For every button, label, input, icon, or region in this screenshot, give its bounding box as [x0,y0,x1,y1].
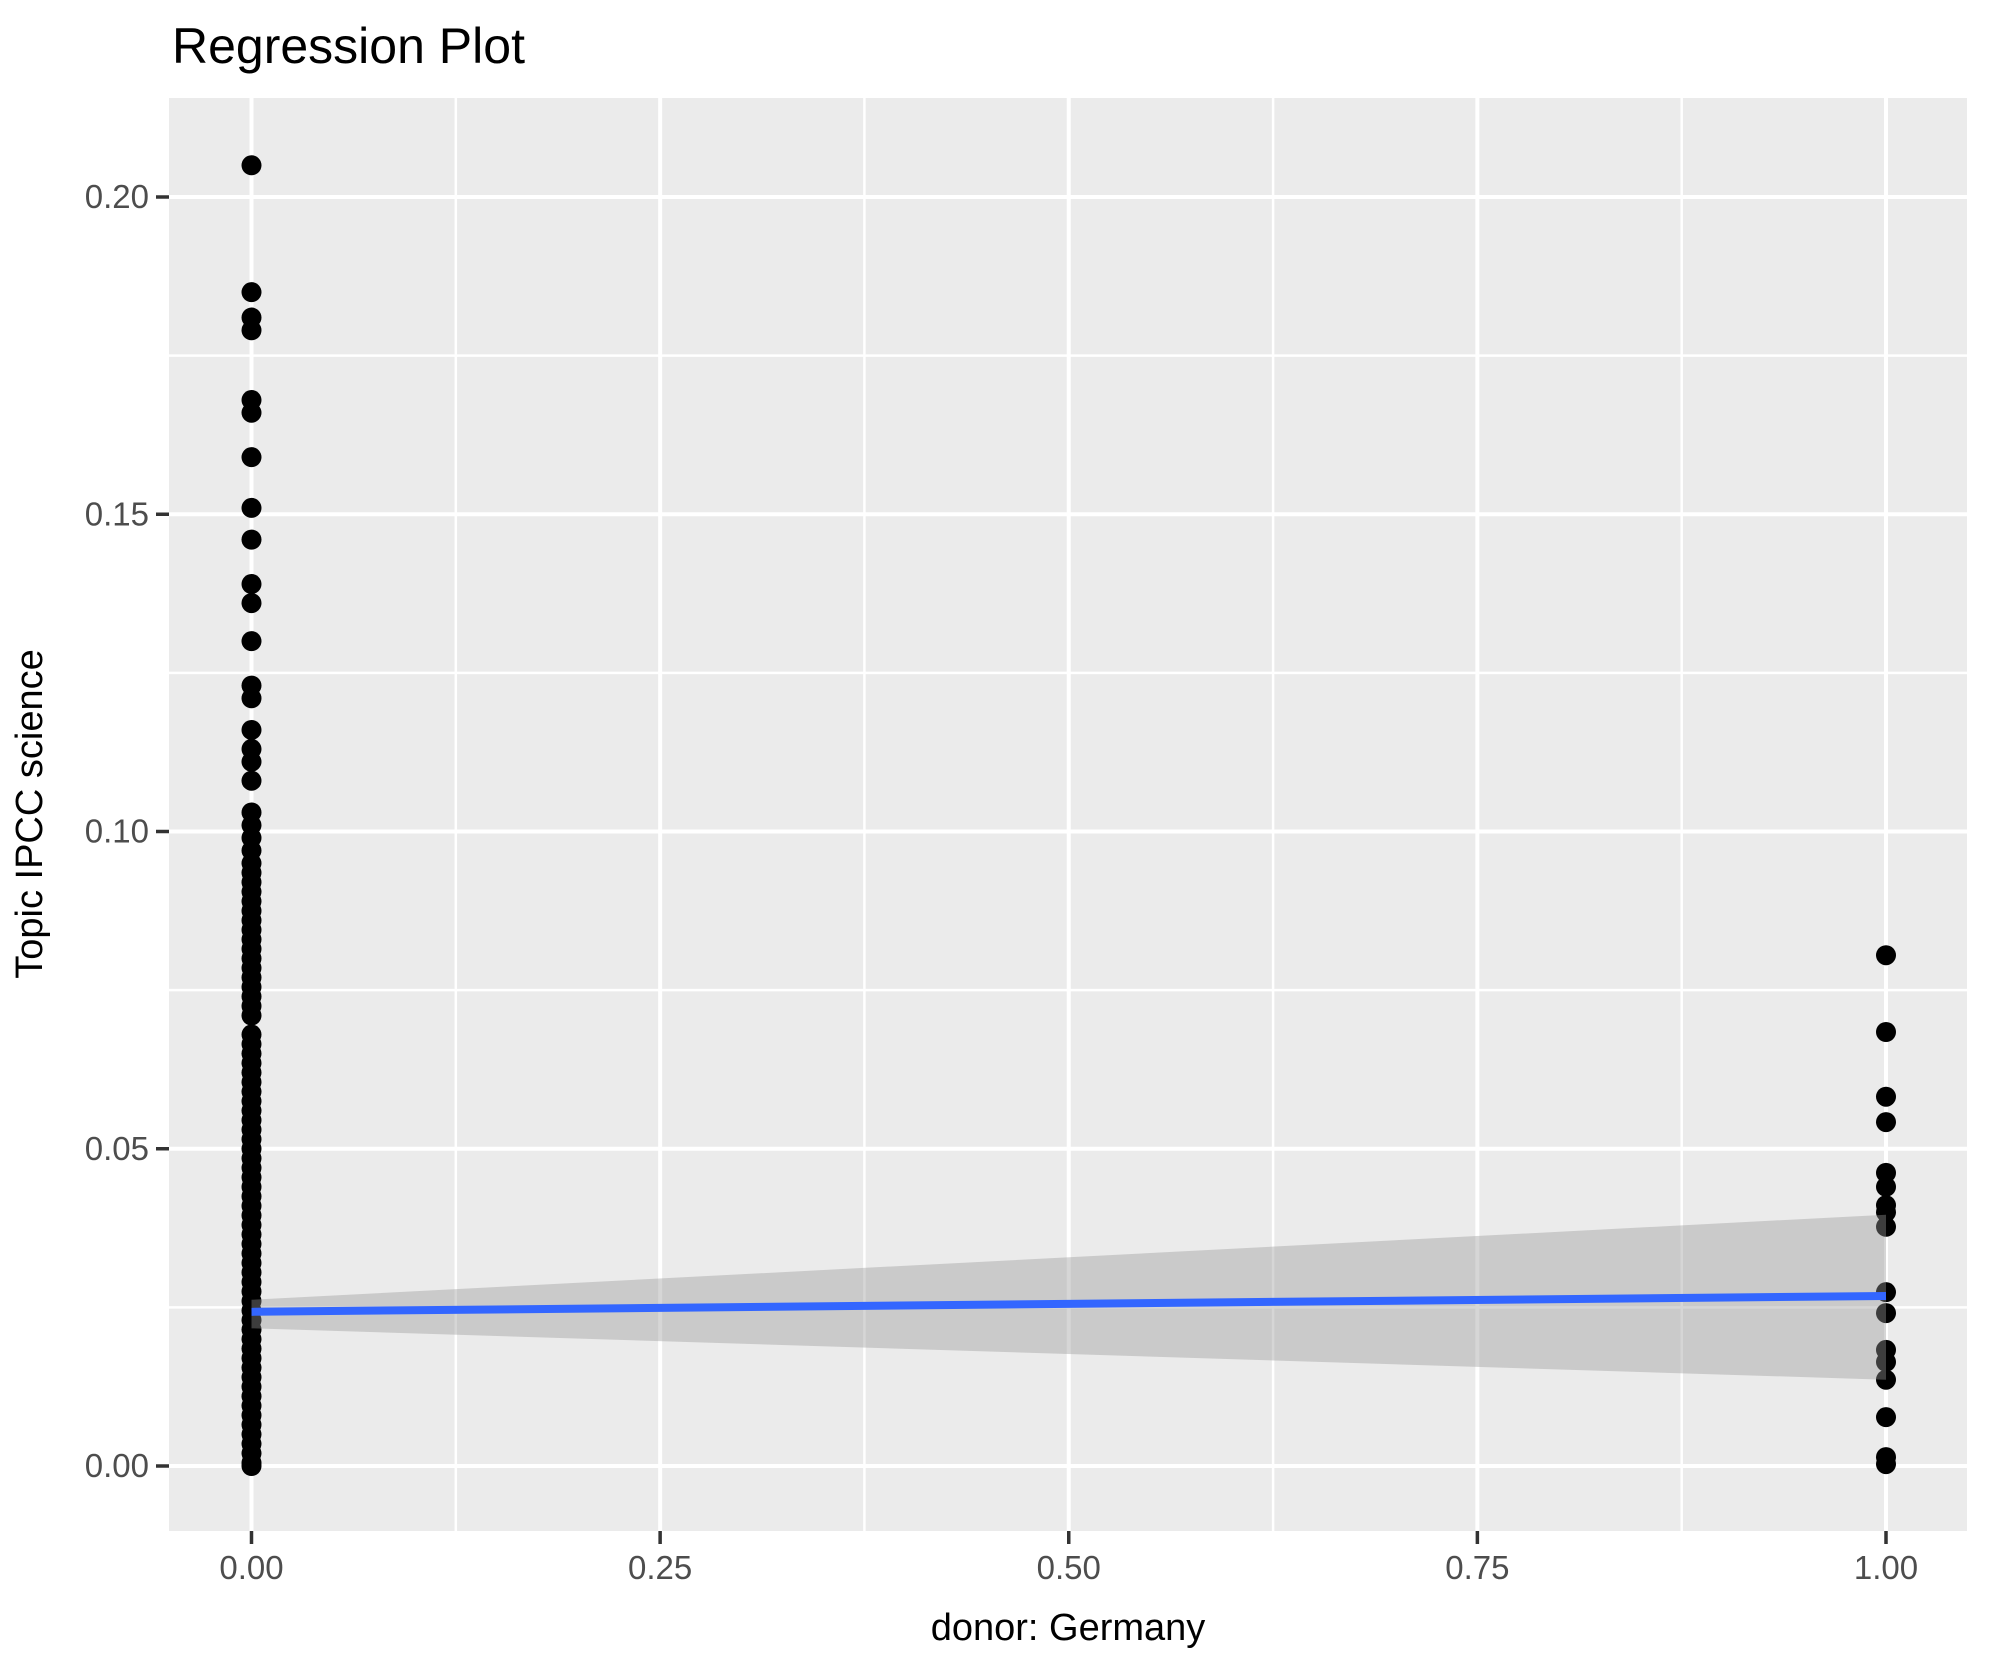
data-point [241,751,262,772]
confidence-band [251,1214,1886,1380]
regression-line [251,1291,1887,1316]
axis-tick-marks [156,195,1888,1544]
data-point [1876,1454,1896,1475]
data-point [241,529,262,550]
data-point [1876,1202,1896,1223]
data-point [1876,1407,1896,1428]
data-point [241,631,262,652]
x-tick-label: 0.00 [219,1549,283,1586]
data-point [241,1005,262,1026]
data-point [241,497,262,518]
data-point [241,719,262,740]
data-point [241,574,262,595]
x-tick-label: 0.75 [1445,1549,1509,1586]
y-tick-label: 0.15 [85,495,149,532]
data-point [1876,1162,1896,1183]
x-tick-label: 1.00 [1854,1549,1918,1586]
data-point [1876,1369,1896,1390]
y-axis-title: Topic IPCC science [9,649,51,978]
plot-title: Regression Plot [172,18,525,74]
confidence-band-area [251,1214,1886,1380]
data-point [241,688,262,709]
data-point [1876,1176,1896,1197]
data-point [1876,1112,1896,1133]
y-tick-label: 0.00 [85,1447,149,1484]
data-point [241,155,262,176]
data-point [1876,945,1896,966]
axis-tick-labels: 0.00 0.25 0.50 0.75 1.00 0.00 0.05 0.10 0.15 0.20 [85,178,1918,1586]
data-point [241,282,262,303]
data-point [241,447,262,468]
data-point [241,320,262,341]
regression-line-segment [251,1291,1887,1316]
data-point [1876,1303,1896,1324]
y-tick-label: 0.10 [85,813,149,850]
data-point [241,770,262,791]
x-tick-label: 0.50 [1037,1549,1101,1586]
y-tick-label: 0.20 [85,178,149,215]
data-point [1876,1351,1896,1372]
data-point [1876,1216,1896,1237]
data-point [1876,1022,1896,1043]
y-tick-label: 0.05 [85,1130,149,1167]
data-point [241,1456,262,1476]
x-tick-label: 0.25 [628,1549,692,1586]
data-point [241,402,262,423]
scatter-points [241,155,1896,1476]
x-axis-title: donor: Germany [931,1607,1206,1649]
data-point [241,593,262,614]
data-point [1876,1086,1896,1107]
